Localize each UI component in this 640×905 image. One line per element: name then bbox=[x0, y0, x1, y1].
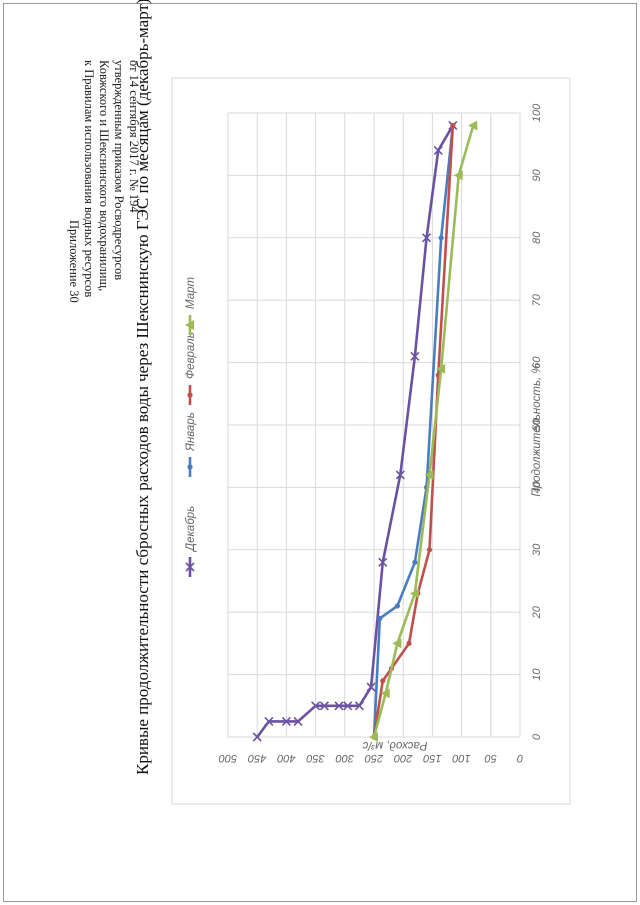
y-tick-label: 50 bbox=[484, 752, 497, 764]
data-point-s2 bbox=[450, 122, 456, 129]
legend-label-2: Февраль bbox=[185, 332, 197, 379]
legend-label-1: Январь bbox=[185, 412, 197, 452]
data-point-s0-b bbox=[319, 701, 329, 711]
data-point-s0 bbox=[421, 233, 432, 243]
data-point-s0-b bbox=[252, 732, 262, 742]
data-point-s0-b bbox=[264, 716, 274, 726]
x-tick-label: 30 bbox=[531, 543, 543, 556]
data-point-s2 bbox=[406, 640, 412, 647]
data-point-s3 bbox=[392, 638, 402, 649]
data-point-s0 bbox=[293, 716, 303, 726]
y-tick-label: 300 bbox=[335, 752, 354, 764]
y-tick-label: 450 bbox=[247, 752, 266, 764]
x-tick-label: 50 bbox=[531, 418, 543, 431]
data-point-s0-b bbox=[410, 351, 420, 361]
data-point-s3 bbox=[380, 688, 390, 699]
data-point-s3 bbox=[436, 363, 446, 374]
page-border bbox=[3, 3, 637, 902]
x-tick-label: 60 bbox=[531, 356, 543, 369]
series-line-1 bbox=[372, 125, 455, 738]
data-point-s0 bbox=[281, 716, 291, 726]
legend-swatch-marker-1 bbox=[187, 464, 193, 470]
plot-area: 0 10 20 30 40 50 60 70 80 90 100 0 50 100 150 200 250 300… bbox=[218, 103, 543, 764]
legend-swatch-marker-0-b bbox=[185, 562, 195, 572]
x-tick-label: 70 bbox=[531, 293, 543, 306]
data-point-s0 bbox=[311, 701, 321, 711]
legend-swatch-marker-3 bbox=[185, 320, 194, 330]
y-tick-label: 250 bbox=[364, 752, 384, 764]
y-tick-label: 400 bbox=[276, 752, 295, 764]
data-point-s2 bbox=[380, 678, 386, 684]
data-point-s3 bbox=[424, 469, 434, 480]
header-line-5: от 14 сентября 2017 г. № 194 bbox=[127, 60, 141, 213]
data-point-s0-b bbox=[293, 716, 303, 726]
legend-label-0: Декабрь bbox=[185, 506, 197, 553]
data-point-s0 bbox=[433, 145, 443, 156]
data-point-s0-b bbox=[395, 470, 405, 480]
data-point-s2 bbox=[426, 547, 433, 553]
x-tick-label: 40 bbox=[531, 480, 543, 493]
chart-title-group: Кривые продолжительности сбросных расход… bbox=[133, 0, 152, 775]
data-point-s0-b bbox=[334, 701, 344, 711]
series-line-3 bbox=[372, 125, 475, 738]
data-point-s0-b bbox=[354, 701, 364, 711]
x-axis-label: Продолжительность, % bbox=[531, 363, 543, 496]
data-point-s1 bbox=[438, 235, 444, 241]
y-tick-label: 100 bbox=[452, 752, 471, 764]
y-tick-label: 0 bbox=[516, 752, 523, 764]
data-point-s0 bbox=[343, 701, 353, 711]
chart-legend: Декабрь Январь Февраль Март bbox=[185, 276, 197, 577]
data-point-s0-b bbox=[311, 701, 321, 711]
data-point-s1 bbox=[377, 615, 383, 622]
data-point-s0 bbox=[334, 701, 344, 711]
chart-title: Кривые продолжительности сбросных расход… bbox=[133, 0, 152, 775]
data-point-s0 bbox=[354, 701, 364, 711]
legend-swatch-marker-0 bbox=[185, 562, 195, 572]
x-tick-label: 80 bbox=[531, 231, 543, 244]
data-point-s3 bbox=[369, 732, 378, 742]
data-point-s3 bbox=[468, 120, 478, 131]
series-line-2 bbox=[372, 125, 455, 738]
x-tick-label: 10 bbox=[531, 668, 543, 681]
data-point-s0-b bbox=[433, 145, 443, 156]
data-point-s0 bbox=[366, 682, 376, 692]
data-point-s0 bbox=[395, 470, 405, 480]
data-point-s0 bbox=[319, 701, 329, 711]
x-tick-label: 90 bbox=[531, 168, 543, 181]
y-tick-label: 350 bbox=[306, 752, 325, 764]
data-point-s3 bbox=[453, 170, 463, 181]
data-point-s0-b bbox=[421, 233, 432, 243]
appendix-header: Приложение 30 к Правилам использования в… bbox=[67, 60, 141, 303]
y-axis-label: Расход, м³/с bbox=[362, 739, 427, 751]
x-tick-label: 0 bbox=[531, 733, 543, 740]
header-line-1: Приложение 30 bbox=[67, 220, 81, 303]
header-line-4: утвержденным приказом Росводресурсов bbox=[112, 60, 126, 280]
data-point-s3 bbox=[409, 588, 419, 599]
data-point-s1 bbox=[394, 603, 400, 609]
header-line-2: к Правилам использования водных ресурсов bbox=[82, 60, 96, 297]
data-point-s0 bbox=[410, 351, 420, 361]
data-point-s0 bbox=[252, 732, 262, 742]
data-point-s0-b bbox=[378, 557, 388, 567]
data-point-s0-b bbox=[366, 682, 376, 692]
data-point-s0-b bbox=[343, 701, 353, 711]
data-point-s0 bbox=[264, 716, 274, 726]
y-tick-label: 200 bbox=[393, 752, 413, 764]
data-point-s0 bbox=[378, 557, 388, 567]
data-point-s1 bbox=[412, 559, 418, 565]
series-line-0 bbox=[256, 124, 454, 738]
legend-swatch-marker-2 bbox=[187, 392, 193, 398]
data-point-s0-b bbox=[281, 716, 291, 726]
chart-frame bbox=[171, 77, 571, 805]
y-axis-label-group: Расход, м³/с bbox=[362, 739, 427, 751]
x-axis-label-group: Продолжительность, % bbox=[531, 363, 543, 496]
legend-label-3: Март bbox=[185, 276, 197, 309]
y-tick-label: 500 bbox=[218, 752, 237, 764]
x-tick-label: 20 bbox=[531, 605, 543, 619]
x-tick-label: 100 bbox=[531, 103, 543, 122]
header-line-3: Ковжского и Шекснинского водохранилищ, bbox=[97, 60, 111, 291]
y-tick-label: 150 bbox=[422, 752, 441, 764]
